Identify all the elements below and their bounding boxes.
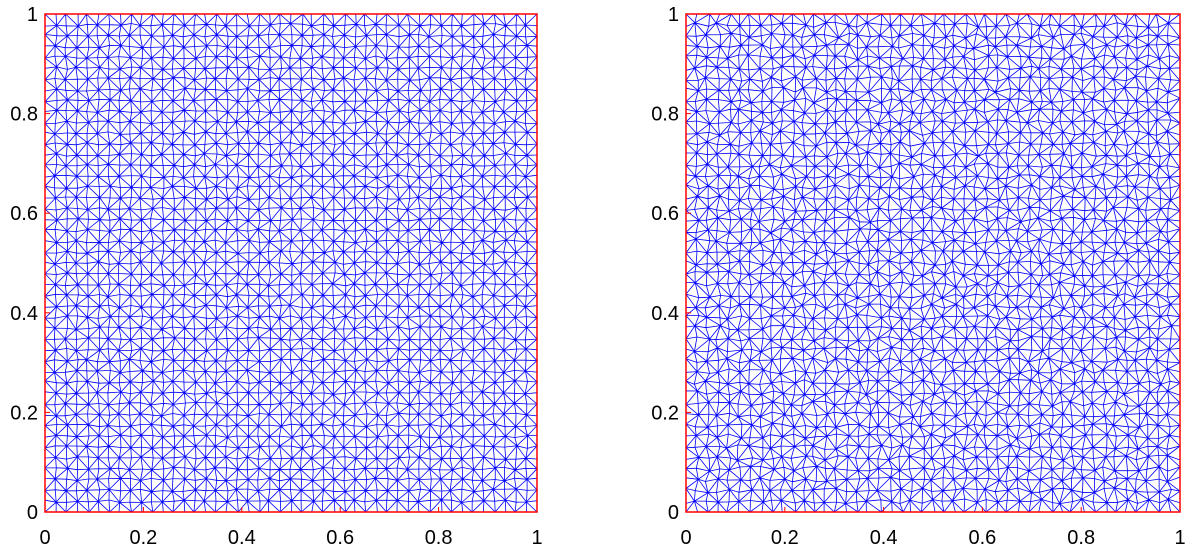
y-tick-label: 1 <box>27 4 38 26</box>
axes-box <box>44 13 538 513</box>
y-tick-label: 0.6 <box>651 203 679 225</box>
y-tick-label: 0.2 <box>651 402 679 424</box>
x-tick-label: 0 <box>39 527 50 549</box>
mesh <box>685 13 1181 513</box>
y-tick-label: 0.6 <box>10 203 38 225</box>
x-tick-label: 1 <box>531 527 542 549</box>
x-tick-label: 0.8 <box>1067 527 1095 549</box>
x-tick-label: 1 <box>1174 527 1185 549</box>
y-tick-label: 0.2 <box>10 402 38 424</box>
x-tick-label: 0.8 <box>425 527 453 549</box>
y-tick-label: 0 <box>668 502 679 524</box>
x-tick-label: 0 <box>680 527 691 549</box>
y-tick-label: 1 <box>668 4 679 26</box>
y-tick-label: 0.4 <box>651 303 679 325</box>
x-tick-label: 0.4 <box>228 527 256 549</box>
x-tick-label: 0.2 <box>129 527 157 549</box>
mesh-panel: 0 0.2 0.4 0.6 0.8 1 0 0.2 0.4 0.6 0.8 1 <box>651 4 1185 549</box>
x-tick-label: 0.6 <box>968 527 996 549</box>
axes-box <box>685 13 1181 513</box>
x-tick-label: 0.4 <box>870 527 898 549</box>
mesh-panel: 0 0.2 0.4 0.6 0.8 1 0 0.2 0.4 0.6 0.8 1 <box>10 4 542 549</box>
mesh <box>44 13 538 513</box>
y-tick-label: 0 <box>27 502 38 524</box>
x-tick-label: 0.2 <box>771 527 799 549</box>
y-tick-label: 0.8 <box>10 104 38 126</box>
x-tick-label: 0.6 <box>326 527 354 549</box>
y-tick-label: 0.8 <box>651 104 679 126</box>
y-tick-label: 0.4 <box>10 303 38 325</box>
